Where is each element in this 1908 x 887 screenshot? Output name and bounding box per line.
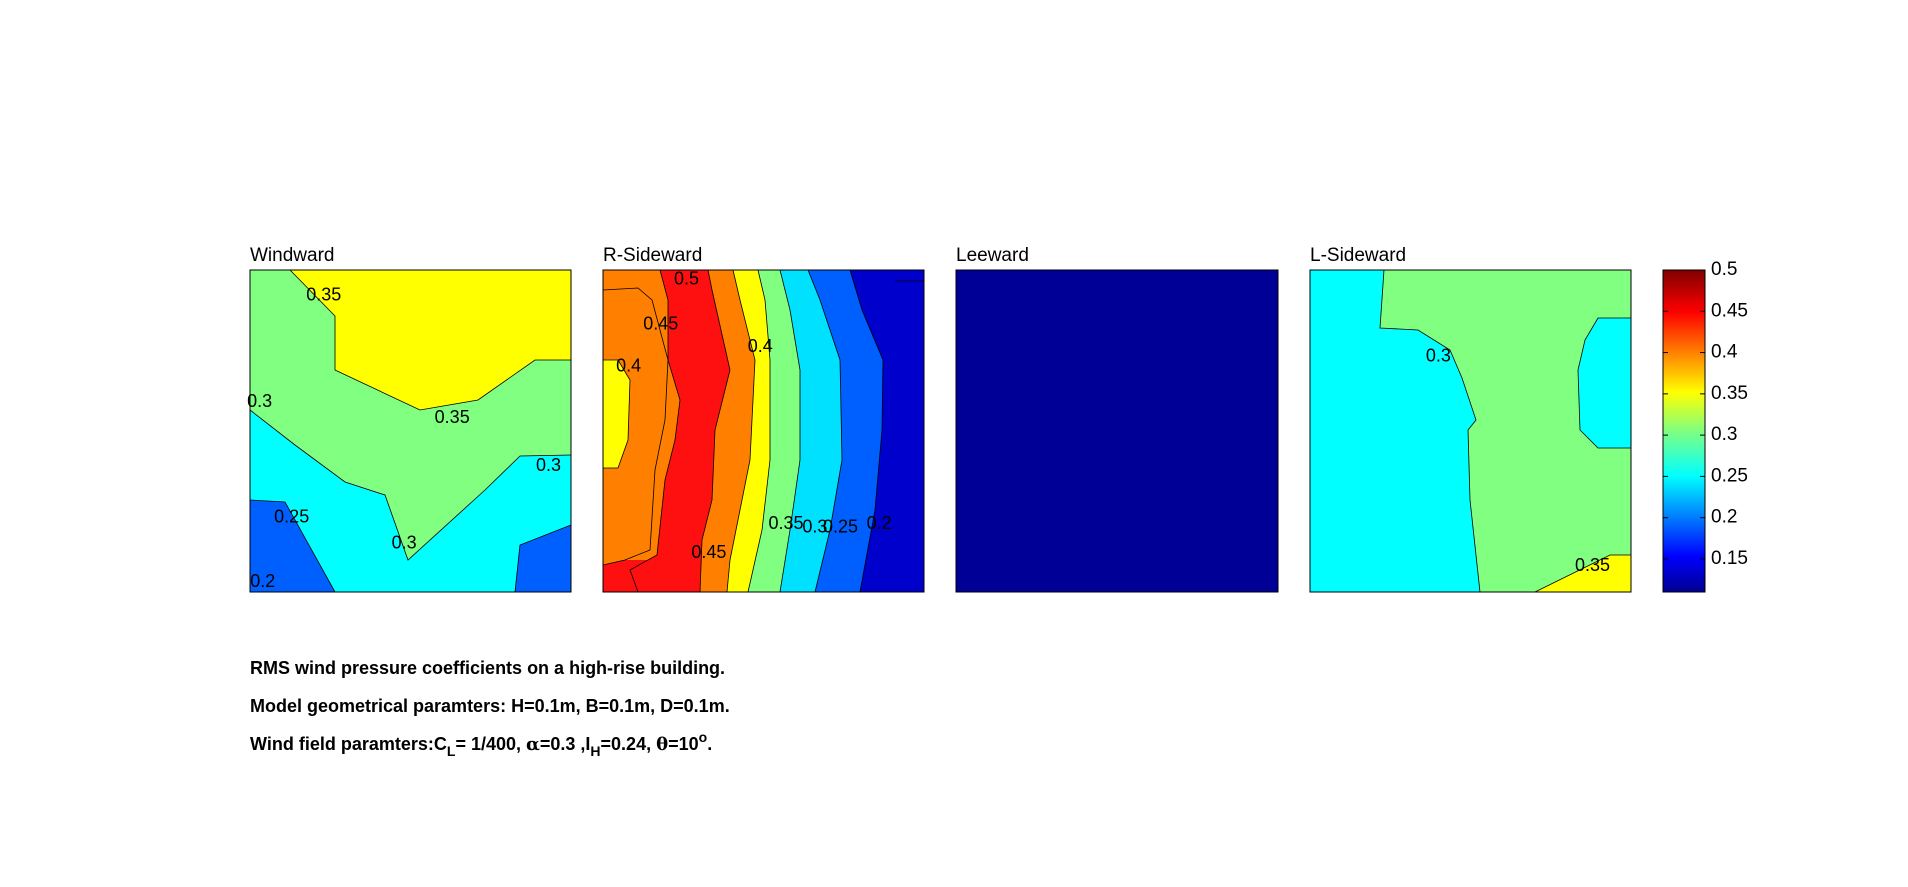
contour-band: [250, 270, 571, 560]
contour-label: 0.2: [250, 571, 275, 591]
colorbar-tick-label: 0.45: [1711, 300, 1748, 321]
colorbar-tick-label: 0.25: [1711, 465, 1748, 486]
colorbar-tick-label: 0.15: [1711, 548, 1748, 569]
caption-3-prefix: Wind field paramters:C: [250, 734, 447, 754]
contour-plot-leeward: [956, 270, 1278, 592]
contour-label: 0.45: [691, 542, 726, 562]
contour-line: [1577, 317, 1631, 449]
contour-band: [630, 270, 730, 592]
caption-3-mid3: =0.24,: [601, 734, 657, 754]
contour-line: [849, 270, 884, 592]
contour-line: [699, 270, 731, 592]
contour-plot-r-sideward: [603, 270, 924, 592]
caption-3-mid2: =0.3 ,I: [540, 734, 591, 754]
colorbar-ticks: 0.5 0.45 0.4 0.35 0.3 0.25 0.2 0.15: [1663, 259, 1748, 569]
contour-labels-r-sideward: 0.5 0.45 0.4 0.4 0.45 0.350.30.25 0.2: [616, 268, 891, 562]
contour-line: [250, 499, 336, 592]
contour-line: [603, 359, 631, 469]
contour-band: [1380, 270, 1631, 592]
contour-label: 0.4: [616, 355, 641, 375]
caption-3-sub-h: H: [590, 743, 600, 759]
contour-line: [1534, 554, 1631, 592]
contour-label: 0.25: [274, 507, 309, 527]
contour-label: 0.3: [1426, 346, 1451, 366]
contour-label: 0.25: [823, 516, 858, 536]
contour-label: 0.35: [306, 285, 341, 305]
caption-line-1: RMS wind pressure coefficients on a high…: [250, 658, 725, 678]
caption-3-mid1: = 1/400,: [455, 734, 526, 754]
axes-frame-windward: [249, 269, 572, 593]
contour-label: 0.35: [435, 407, 470, 427]
contour-band: [603, 560, 660, 592]
contour-plot-windward: [250, 270, 571, 592]
caption-line-3: Wind field paramters:CL= 1/400, α=0.3 ,I…: [250, 729, 712, 759]
panel-title-windward: Windward: [250, 245, 334, 266]
contour-band: [956, 270, 1278, 592]
contour-line: [289, 270, 571, 411]
contour-label: 0.45: [643, 313, 678, 333]
colorbar-tick-label: 0.4: [1711, 342, 1738, 363]
colorbar: [1662, 269, 1706, 593]
colorbar-tick-label: 0.35: [1711, 383, 1748, 404]
caption-line-2: Model geometrical paramters: H=0.1m, B=0…: [250, 696, 730, 716]
caption-3-end: .: [707, 734, 712, 754]
contour-label: 0.2: [867, 513, 892, 533]
contour-label: 0.4: [748, 336, 773, 356]
contour-line: [629, 270, 681, 592]
contour-line: [250, 409, 571, 561]
contour-line: [779, 270, 801, 592]
axes-frame-l-sideward: [1309, 269, 1632, 593]
contour-line: [514, 524, 571, 592]
panel-title-r-sideward: R-Sideward: [603, 245, 702, 266]
contour-line: [1379, 270, 1481, 592]
contour-band: [250, 500, 335, 592]
contour-label: 0.35: [768, 513, 803, 533]
contour-band: [1535, 555, 1631, 592]
contour-label: 0.3: [247, 391, 272, 411]
contour-label: 0.3: [802, 516, 827, 536]
panel-title-l-sideward: L-Sideward: [1310, 245, 1406, 266]
contour-line: [807, 270, 843, 592]
contour-line: [726, 270, 756, 592]
contour-band: [603, 360, 630, 468]
panel-title-leeward: Leeward: [956, 245, 1029, 266]
contour-label: 0.3: [392, 532, 417, 552]
contour-labels-windward: 0.35 0.3 0.35 0.3 0.25 0.3 0.2: [247, 285, 561, 592]
colorbar-tick-label: 0.3: [1711, 424, 1737, 445]
colorbar-tick-label: 0.2: [1711, 507, 1737, 528]
contour-labels-l-sideward: 0.3 0.35: [1426, 346, 1610, 575]
axes-frame-r-sideward: [602, 269, 925, 593]
colorbar-tick-label: 0.5: [1711, 259, 1737, 280]
axes-frame-leeward: [955, 269, 1279, 593]
contour-band: [250, 410, 571, 592]
caption-3-sub-l: L: [447, 743, 456, 759]
contour-plot-l-sideward: [1310, 270, 1631, 592]
contour-line: [603, 287, 669, 566]
contour-line: [747, 270, 771, 592]
contour-band: [603, 288, 668, 565]
contour-label: 0.3: [536, 455, 561, 475]
caption-3-alpha: α: [526, 734, 540, 755]
contour-label: 0.35: [1575, 555, 1610, 575]
caption-3-sup: o: [699, 729, 708, 745]
caption-3-mid4: =10: [668, 734, 699, 754]
contour-band: [290, 270, 571, 410]
contour-label: 0.5: [674, 268, 699, 288]
caption-3-theta: θ: [656, 734, 668, 755]
